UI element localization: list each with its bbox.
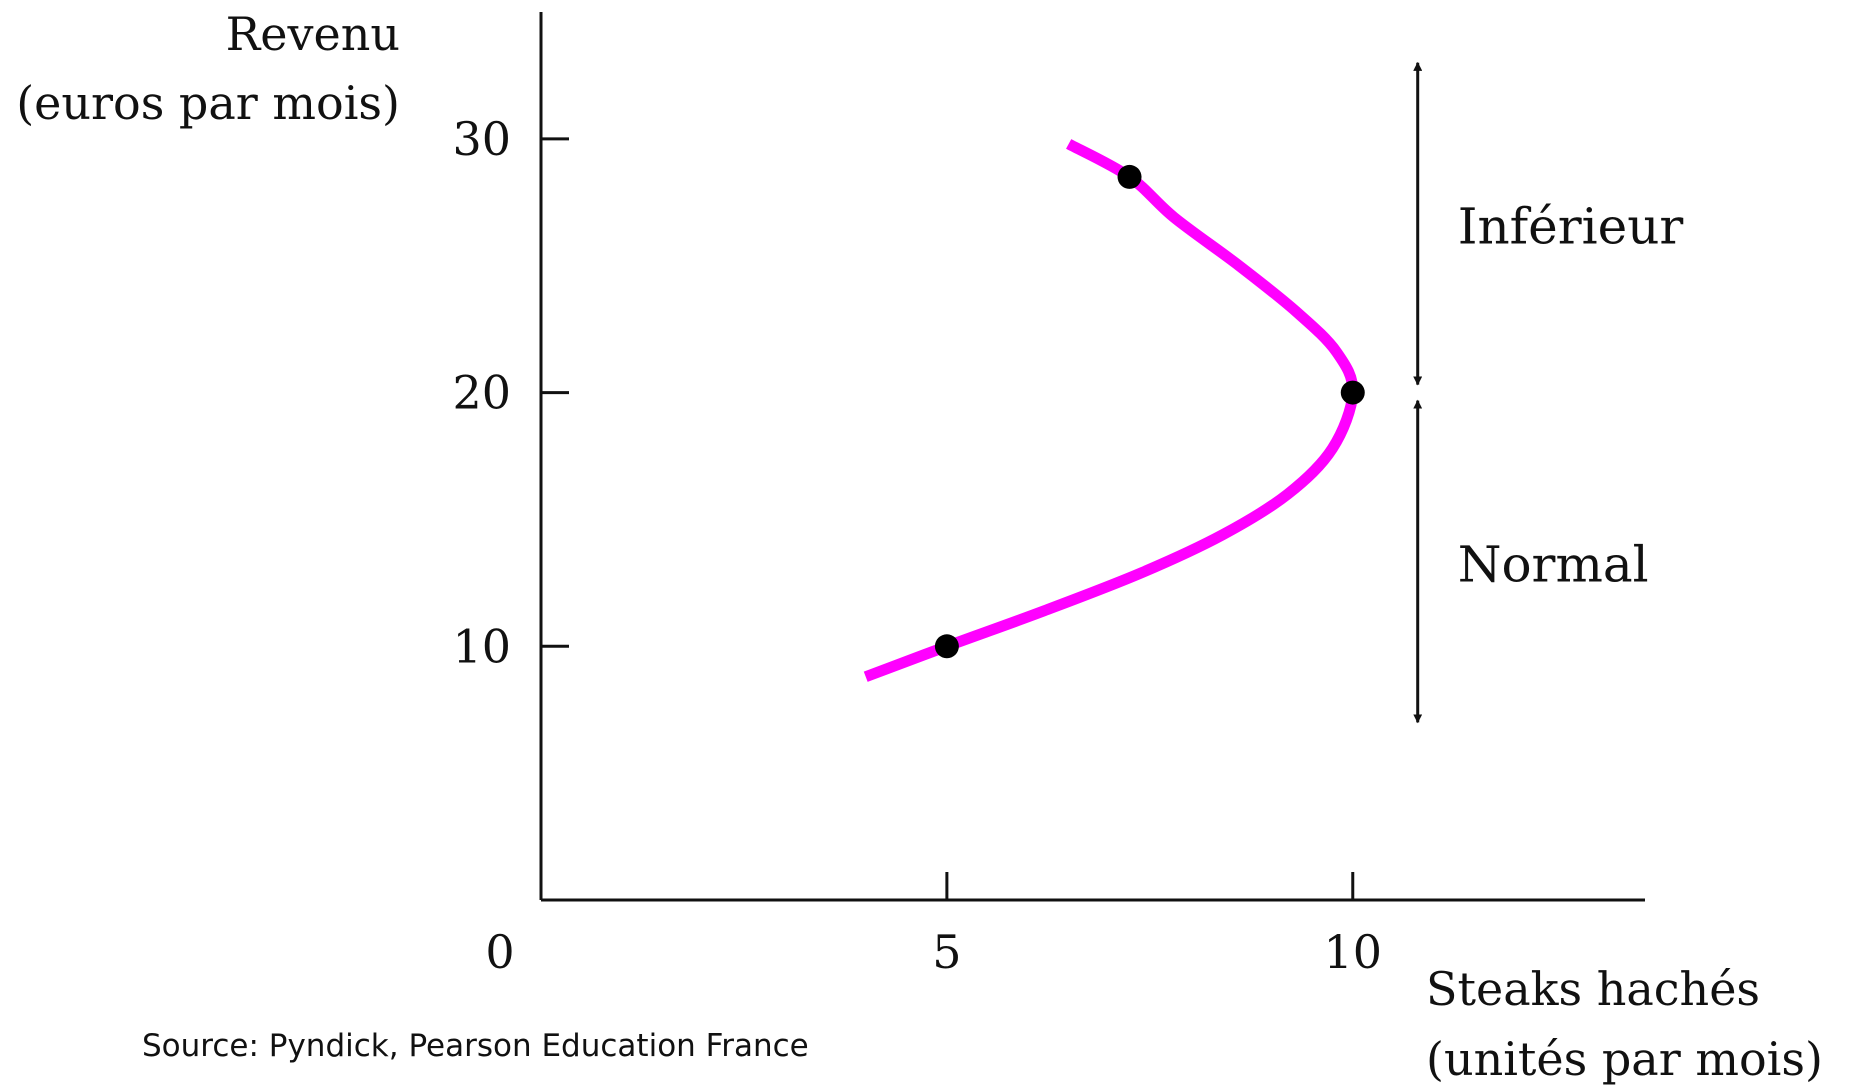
x-tick-label: 5	[932, 925, 961, 979]
data-point-marker	[934, 634, 959, 659]
y-axis-label-line-2: (euros par mois)	[16, 76, 400, 130]
data-point-marker	[1340, 380, 1365, 405]
source-caption: Source: Pyndick, Pearson Education Franc…	[142, 1028, 809, 1064]
ticks: 10 20 30 5 10	[452, 112, 1382, 979]
y-tick-label: 30	[452, 112, 511, 166]
range-label-normal: Normal	[1458, 535, 1649, 593]
series-layer	[863, 139, 1365, 682]
y-axis-label-line-1: Revenu	[226, 7, 400, 61]
x-tick-label: 10	[1323, 925, 1382, 979]
income-consumption-curve	[863, 139, 1359, 682]
range-label-infrieur: Inférieur	[1458, 198, 1684, 256]
axes	[539, 12, 1645, 902]
y-tick-label: 20	[452, 366, 511, 420]
x-axis-label-line-1: Steaks hachés	[1426, 962, 1760, 1016]
annotation-layer: Inférieur Normal	[1413, 61, 1684, 724]
y-tick-label: 10	[452, 619, 511, 673]
data-point-marker	[1117, 164, 1142, 189]
origin-label: 0	[485, 925, 514, 979]
x-axis-label-line-2: (unités par mois)	[1426, 1032, 1823, 1085]
